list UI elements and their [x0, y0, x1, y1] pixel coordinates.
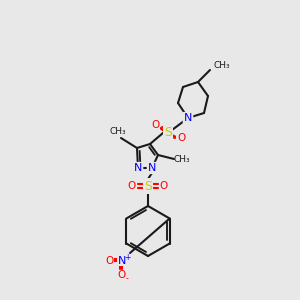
Text: N: N: [118, 256, 126, 266]
Text: N: N: [148, 163, 156, 173]
Text: CH₃: CH₃: [174, 155, 190, 164]
Text: N: N: [184, 113, 192, 123]
Text: O: O: [105, 256, 113, 266]
Text: O: O: [177, 133, 185, 143]
Text: +: +: [124, 253, 130, 262]
Text: O: O: [118, 270, 126, 280]
Text: N: N: [134, 163, 142, 173]
Text: CH₃: CH₃: [110, 128, 126, 136]
Text: O: O: [128, 181, 136, 191]
Text: O: O: [151, 120, 159, 130]
Text: -: -: [126, 274, 128, 284]
Text: S: S: [164, 127, 172, 140]
Text: CH₃: CH₃: [213, 61, 230, 70]
Text: S: S: [144, 179, 152, 193]
Text: O: O: [160, 181, 168, 191]
